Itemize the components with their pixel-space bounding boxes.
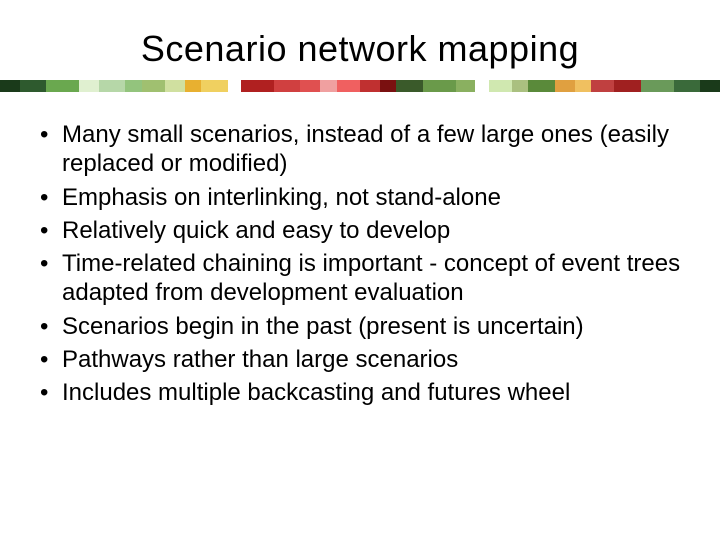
bullet-item: Relatively quick and easy to develop: [36, 216, 684, 245]
divider-segment: [274, 80, 300, 92]
divider-segment: [0, 80, 20, 92]
divider-segment: [165, 80, 185, 92]
divider-segment: [185, 80, 202, 92]
divider-segment: [300, 80, 320, 92]
divider-segment: [99, 80, 125, 92]
divider-segment: [380, 80, 397, 92]
bullet-item: Includes multiple backcasting and future…: [36, 378, 684, 407]
divider-segment: [575, 80, 592, 92]
divider-segment: [241, 80, 274, 92]
divider-segment: [337, 80, 360, 92]
divider-segment: [142, 80, 165, 92]
divider-segment: [591, 80, 614, 92]
divider-segment: [489, 80, 512, 92]
divider-segment: [512, 80, 529, 92]
divider-segment: [475, 80, 488, 92]
divider-segment: [555, 80, 575, 92]
divider-segment: [456, 80, 476, 92]
divider-segment: [228, 80, 241, 92]
divider-segment: [79, 80, 99, 92]
divider-segment: [641, 80, 674, 92]
bullet-item: Scenarios begin in the past (present is …: [36, 312, 684, 341]
divider-segment: [528, 80, 554, 92]
divider-segment: [360, 80, 380, 92]
divider-bar: [0, 80, 720, 92]
bullet-item: Emphasis on interlinking, not stand-alon…: [36, 183, 684, 212]
divider-segment: [700, 80, 720, 92]
slide: Scenario network mapping Many small scen…: [0, 0, 720, 540]
divider-segment: [396, 80, 422, 92]
bullet-list: Many small scenarios, instead of a few l…: [36, 120, 684, 407]
divider-segment: [46, 80, 79, 92]
bullet-item: Time-related chaining is important - con…: [36, 249, 684, 308]
divider-segment: [20, 80, 46, 92]
divider-segment: [201, 80, 227, 92]
divider-segment: [423, 80, 456, 92]
divider-segment: [320, 80, 337, 92]
divider-segment: [125, 80, 142, 92]
bullet-item: Pathways rather than large scenarios: [36, 345, 684, 374]
divider-segment: [674, 80, 700, 92]
slide-title: Scenario network mapping: [0, 0, 720, 80]
bullet-item: Many small scenarios, instead of a few l…: [36, 120, 684, 179]
content-area: Many small scenarios, instead of a few l…: [0, 92, 720, 407]
divider-segment: [614, 80, 640, 92]
